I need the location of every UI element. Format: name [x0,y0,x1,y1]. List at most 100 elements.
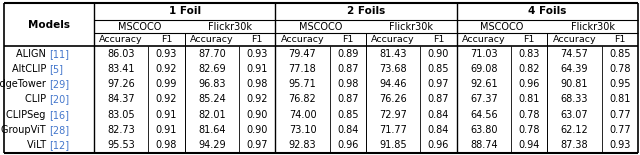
Text: 87.70: 87.70 [198,49,226,59]
Text: 77.18: 77.18 [289,64,316,74]
Text: 0.99: 0.99 [156,79,177,89]
Text: 73.10: 73.10 [289,125,316,135]
Text: 62.12: 62.12 [561,125,588,135]
Text: ViLT: ViLT [27,140,49,150]
Text: 0.97: 0.97 [246,140,268,150]
Text: 76.82: 76.82 [289,95,316,104]
Text: 76.26: 76.26 [380,95,407,104]
Text: 1 Foil: 1 Foil [168,7,201,16]
Text: 88.74: 88.74 [470,140,498,150]
Text: 0.84: 0.84 [428,125,449,135]
Text: F1: F1 [433,35,444,44]
Text: 87.38: 87.38 [561,140,588,150]
Text: Flickr30k: Flickr30k [571,22,614,31]
Text: 96.83: 96.83 [198,79,226,89]
Text: 0.90: 0.90 [246,125,268,135]
Text: 4 Foils: 4 Foils [528,7,566,16]
Text: 64.39: 64.39 [561,64,588,74]
Text: 90.81: 90.81 [561,79,588,89]
Text: 85.24: 85.24 [198,95,226,104]
Text: 71.03: 71.03 [470,49,498,59]
Text: 0.84: 0.84 [428,110,449,120]
Text: 79.47: 79.47 [289,49,316,59]
Text: 0.91: 0.91 [156,110,177,120]
Text: 94.46: 94.46 [380,79,407,89]
Text: 82.73: 82.73 [108,125,135,135]
Text: 94.29: 94.29 [198,140,226,150]
Text: ALIGN: ALIGN [16,49,49,59]
Text: [28]: [28] [49,125,69,135]
Text: CLIPSeg: CLIPSeg [6,110,49,120]
Text: 0.81: 0.81 [518,95,540,104]
Text: 0.96: 0.96 [428,140,449,150]
Text: MSCOCO: MSCOCO [480,22,524,31]
Text: 84.37: 84.37 [108,95,135,104]
Text: 63.07: 63.07 [561,110,588,120]
Text: 0.91: 0.91 [156,125,177,135]
Text: 0.84: 0.84 [337,125,358,135]
Text: 0.90: 0.90 [246,110,268,120]
Text: Accuracy: Accuracy [462,35,506,44]
Text: 0.92: 0.92 [246,95,268,104]
Text: 97.26: 97.26 [108,79,135,89]
Text: 0.82: 0.82 [518,64,540,74]
Text: [5]: [5] [49,64,63,74]
Text: 74.57: 74.57 [561,49,588,59]
Text: BridgeTower: BridgeTower [0,79,49,89]
Text: 0.81: 0.81 [609,95,630,104]
Text: Flickr30k: Flickr30k [389,22,433,31]
Text: 0.93: 0.93 [156,49,177,59]
Text: [11]: [11] [49,49,69,59]
Text: Accuracy: Accuracy [371,35,415,44]
Text: Accuracy: Accuracy [553,35,596,44]
Text: F1: F1 [524,35,535,44]
Text: 95.53: 95.53 [108,140,135,150]
Text: 82.01: 82.01 [198,110,226,120]
Text: 0.98: 0.98 [246,79,268,89]
Text: 0.93: 0.93 [609,140,630,150]
Text: 0.95: 0.95 [609,79,630,89]
Text: GroupViT: GroupViT [1,125,49,135]
Text: 63.80: 63.80 [470,125,498,135]
Text: 81.64: 81.64 [198,125,226,135]
Text: 0.83: 0.83 [518,49,540,59]
Text: 64.56: 64.56 [470,110,498,120]
Text: 72.97: 72.97 [380,110,407,120]
Text: 0.78: 0.78 [518,110,540,120]
Text: 83.05: 83.05 [108,110,135,120]
Text: 71.77: 71.77 [380,125,407,135]
Text: 82.69: 82.69 [198,64,226,74]
Text: Accuracy: Accuracy [99,35,143,44]
Text: 86.03: 86.03 [108,49,135,59]
Text: 0.85: 0.85 [337,110,358,120]
Text: Accuracy: Accuracy [190,35,234,44]
Text: 0.96: 0.96 [337,140,358,150]
Text: F1: F1 [252,35,263,44]
Text: F1: F1 [342,35,353,44]
Text: 92.61: 92.61 [470,79,498,89]
Text: Accuracy: Accuracy [281,35,324,44]
Text: 0.77: 0.77 [609,110,630,120]
Text: 67.37: 67.37 [470,95,498,104]
Text: 69.08: 69.08 [470,64,498,74]
Text: 0.90: 0.90 [428,49,449,59]
Text: 0.97: 0.97 [428,79,449,89]
Text: AltCLIP: AltCLIP [12,64,49,74]
Text: 2 Foils: 2 Foils [347,7,385,16]
Text: 0.93: 0.93 [246,49,268,59]
Text: 0.85: 0.85 [609,49,630,59]
Text: 0.92: 0.92 [156,64,177,74]
Text: Flickr30k: Flickr30k [208,22,252,31]
Text: [20]: [20] [49,95,69,104]
Text: 81.43: 81.43 [380,49,407,59]
Text: 0.77: 0.77 [609,125,630,135]
Text: 0.92: 0.92 [156,95,177,104]
Text: 95.71: 95.71 [289,79,316,89]
Text: 73.68: 73.68 [380,64,407,74]
Text: 0.96: 0.96 [518,79,540,89]
Text: 0.78: 0.78 [609,64,630,74]
Text: 0.85: 0.85 [428,64,449,74]
Text: 91.85: 91.85 [380,140,407,150]
Text: MSCOCO: MSCOCO [118,22,161,31]
Text: F1: F1 [614,35,625,44]
